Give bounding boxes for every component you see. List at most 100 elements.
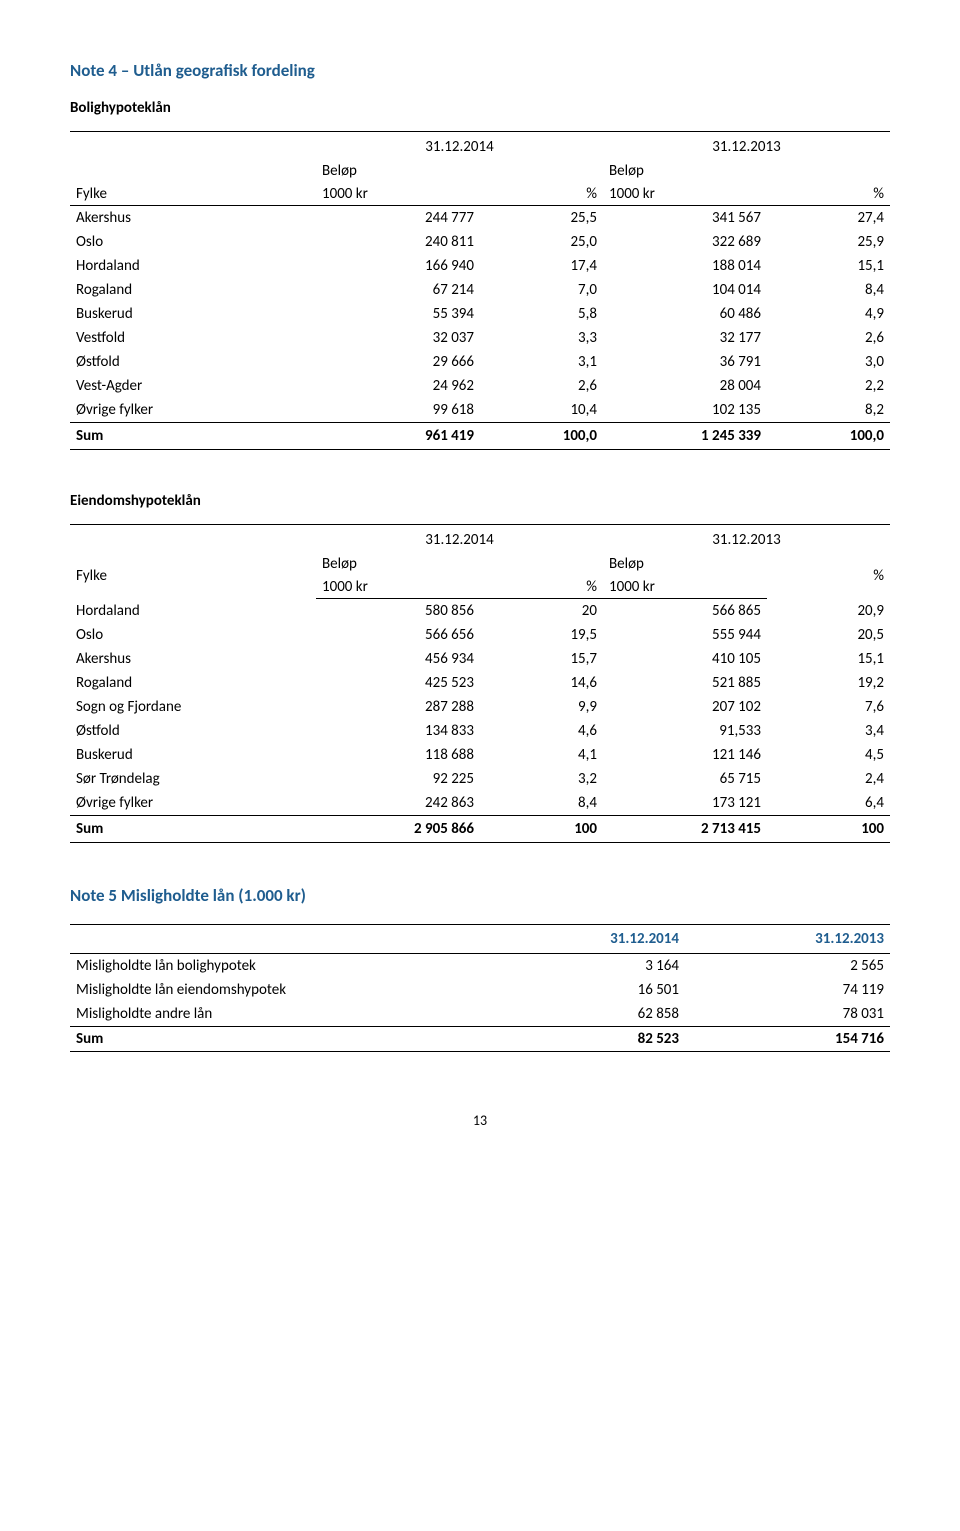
table-row: Akershus244 77725,5341 56727,4 [70,206,890,231]
table-bolighypoteklan: 31.12.2014 31.12.2013 Beløp Beløp Fylke … [70,131,890,450]
cell: 2,6 [480,374,603,398]
kr-h: 1000 kr [603,575,767,599]
cell: Oslo [70,623,316,647]
table1-title: Bolighypoteklån [70,99,890,117]
cell: 67 214 [316,278,480,302]
cell: 7,6 [767,695,890,719]
cell: 3,1 [480,350,603,374]
cell: Øvrige fylker [70,791,316,816]
kr-h: 1000 kr [316,182,480,206]
cell: 20,9 [767,599,890,624]
cell: 28 004 [603,374,767,398]
table-row: Vestfold32 0373,332 1772,6 [70,326,890,350]
table-row: Sør Trøndelag92 2253,265 7152,4 [70,767,890,791]
cell: 4,9 [767,302,890,326]
cell: 25,9 [767,230,890,254]
cell: 580 856 [316,599,480,624]
cell: 7,0 [480,278,603,302]
cell: 20,5 [767,623,890,647]
table-row: Rogaland425 52314,6521 88519,2 [70,671,890,695]
table-row: Østfold134 8334,691,5333,4 [70,719,890,743]
cell: 2,2 [767,374,890,398]
cell: 322 689 [603,230,767,254]
cell: Misligholdte lån eiendomshypotek [70,978,480,1002]
cell: Rogaland [70,278,316,302]
table-row: Oslo240 81125,0322 68925,9 [70,230,890,254]
cell: Vest-Agder [70,374,316,398]
cell: 32 177 [603,326,767,350]
cell: Buskerud [70,302,316,326]
page-number: 13 [70,1112,890,1129]
table-row: Hordaland580 85620566 86520,9 [70,599,890,624]
cell: 91,533 [603,719,767,743]
cell: 3,0 [767,350,890,374]
cell: 15,7 [480,647,603,671]
cell: 3,4 [767,719,890,743]
cell: 20 [480,599,603,624]
cell: 242 863 [316,791,480,816]
cell: 566 656 [316,623,480,647]
cell: 2 565 [685,954,890,979]
cell: 74 119 [685,978,890,1002]
cell: 118 688 [316,743,480,767]
cell: Hordaland [70,254,316,278]
n5-h1: 31.12.2014 [480,925,685,954]
cell: 4,6 [480,719,603,743]
table-row: Sogn og Fjordane287 2889,9207 1027,6 [70,695,890,719]
cell: 566 865 [603,599,767,624]
note5-title: Note 5 Misligholdte lån (1.000 kr) [70,885,890,906]
cell: 55 394 [316,302,480,326]
cell: 27,4 [767,206,890,231]
table-row: Buskerud55 3945,860 4864,9 [70,302,890,326]
cell: 10,4 [480,398,603,423]
cell: 25,0 [480,230,603,254]
cell: 99 618 [316,398,480,423]
cell: 188 014 [603,254,767,278]
sum-row: Sum 82 523 154 716 [70,1027,890,1052]
cell: 16 501 [480,978,685,1002]
cell: 8,4 [480,791,603,816]
table-row: Misligholdte lån eiendomshypotek16 50174… [70,978,890,1002]
cell: 521 885 [603,671,767,695]
kr-h: 1000 kr [603,182,767,206]
pct-h: % [767,182,890,206]
cell: 2,4 [767,767,890,791]
cell: 102 135 [603,398,767,423]
table-row: Hordaland166 94017,4188 01415,1 [70,254,890,278]
cell: 555 944 [603,623,767,647]
cell: Rogaland [70,671,316,695]
cell: 4,5 [767,743,890,767]
table-row: Øvrige fylker242 8638,4173 1216,4 [70,791,890,816]
cell: Østfold [70,719,316,743]
table-row: Buskerud118 6884,1121 1464,5 [70,743,890,767]
cell: 104 014 [603,278,767,302]
cell: 17,4 [480,254,603,278]
cell: 121 146 [603,743,767,767]
cell: 15,1 [767,647,890,671]
cell: 19,5 [480,623,603,647]
cell: Akershus [70,206,316,231]
cell: 65 715 [603,767,767,791]
table-row: Østfold29 6663,136 7913,0 [70,350,890,374]
pct-h: % [767,552,890,599]
cell: Akershus [70,647,316,671]
cell: 425 523 [316,671,480,695]
belop-h: Beløp [316,159,480,182]
date1: 31.12.2014 [316,525,603,553]
n5-h2: 31.12.2013 [685,925,890,954]
table-row: Oslo566 65619,5555 94420,5 [70,623,890,647]
cell: Oslo [70,230,316,254]
sum-row: Sum 961 419 100,0 1 245 339 100,0 [70,423,890,450]
cell: 410 105 [603,647,767,671]
cell: 29 666 [316,350,480,374]
cell: Misligholdte andre lån [70,1002,480,1027]
cell: Sogn og Fjordane [70,695,316,719]
pct-h: % [480,182,603,206]
date1: 31.12.2014 [316,132,603,160]
note4-title: Note 4 – Utlån geografisk fordeling [70,60,890,81]
belop-h: Beløp [603,159,767,182]
table-row: Vest-Agder24 9622,628 0042,2 [70,374,890,398]
cell: 24 962 [316,374,480,398]
cell: 78 031 [685,1002,890,1027]
cell: 32 037 [316,326,480,350]
